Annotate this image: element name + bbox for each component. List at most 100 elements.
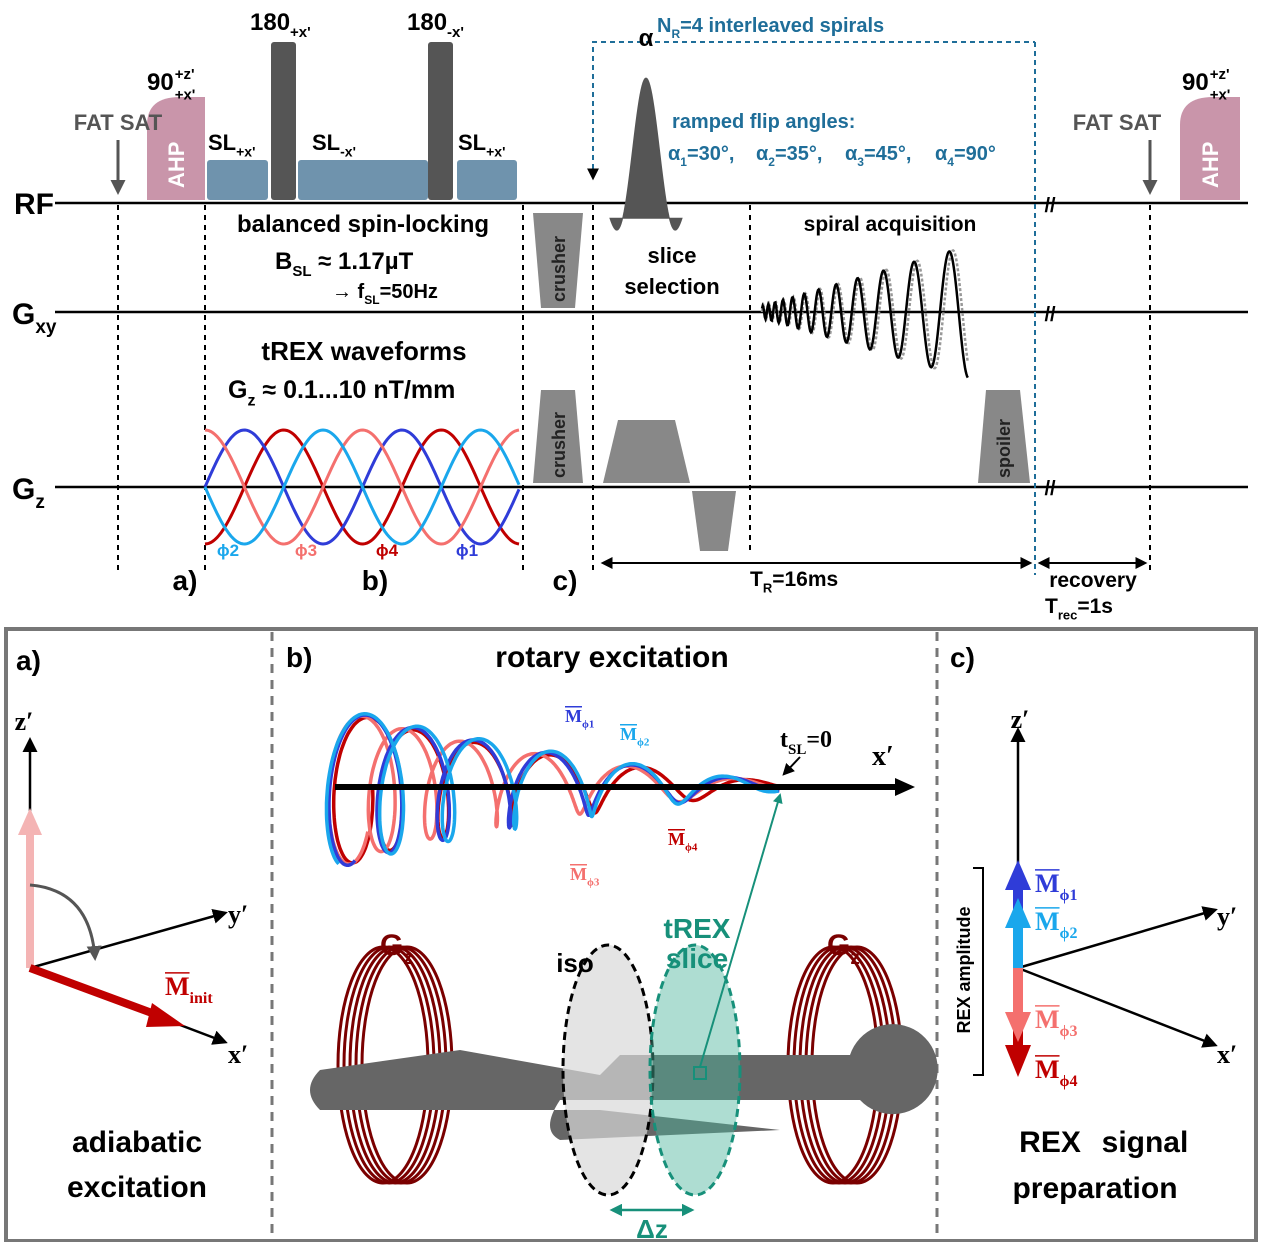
label: ϕ1	[456, 541, 478, 560]
label-part: +x'	[236, 144, 255, 160]
label-part: SL	[364, 293, 379, 307]
label: ϕ2	[217, 541, 239, 560]
label-part: T	[1045, 595, 1058, 618]
label-part: α	[845, 143, 858, 165]
label-part: 4	[947, 155, 954, 169]
label-part: B	[275, 248, 292, 275]
panel-frame	[4, 627, 1258, 1242]
trex-waveform	[204, 428, 520, 546]
label-part: M	[668, 829, 685, 849]
label-part: -x'	[340, 144, 356, 160]
label-part: =0	[806, 727, 832, 753]
label-part: +x'	[290, 24, 311, 41]
label-part: z	[850, 948, 860, 969]
label: balanced spin-locking	[237, 211, 489, 238]
label-part: ϕ4	[1060, 1073, 1078, 1090]
label-part: → f	[332, 281, 365, 303]
label: crusher	[549, 236, 569, 302]
label-part: 90	[1182, 69, 1209, 96]
refocus-pulse	[271, 42, 296, 200]
label: c)	[553, 565, 578, 596]
label: REX amplitude	[954, 906, 974, 1033]
label: tREX	[664, 913, 731, 944]
label: x′	[1217, 1040, 1237, 1069]
label-part: SL	[208, 130, 236, 155]
label: 90+z' +x'	[147, 66, 195, 103]
label: AHP	[1198, 142, 1223, 188]
label-part: =1s	[1077, 595, 1113, 618]
label: ramped flip angles:	[672, 111, 855, 133]
label: FAT SAT	[74, 110, 163, 135]
label: //	[1044, 478, 1056, 500]
label: //	[1044, 304, 1056, 326]
spin-lock-block	[457, 160, 517, 200]
crusher	[533, 390, 583, 483]
label: c)	[950, 642, 975, 673]
label: spiral acquisition	[804, 213, 977, 236]
magnetization-path	[324, 712, 779, 866]
label: a)	[16, 645, 41, 676]
trex-waveform	[204, 428, 520, 546]
label: selection	[624, 274, 719, 299]
label: Mϕ1	[565, 706, 594, 730]
panels-layout	[4, 627, 1258, 1242]
label-part: +x'	[486, 144, 505, 160]
label-part: 180	[407, 9, 447, 36]
label: ϕ3	[295, 541, 317, 560]
label-part: 3	[857, 155, 864, 169]
label-part: rec	[1058, 607, 1078, 622]
m1-arrowhead	[1005, 860, 1031, 890]
label: x′	[872, 741, 894, 772]
ahp-pulse	[1180, 97, 1240, 200]
label: Mϕ1	[1035, 869, 1078, 904]
label: z′	[1011, 705, 1030, 734]
crusher	[533, 213, 583, 308]
label-part: 180	[250, 9, 290, 36]
label-part: G	[228, 376, 247, 404]
label: Δz	[636, 1214, 668, 1242]
rotation-arrow	[29, 883, 102, 961]
label-part: T	[750, 568, 763, 591]
label: adiabatic	[72, 1126, 202, 1159]
sinc-pulse	[609, 77, 683, 231]
label: REX	[1019, 1126, 1081, 1159]
label-part: G	[380, 929, 403, 962]
label: Mϕ2	[1035, 907, 1078, 942]
m4-arrowhead	[1005, 1045, 1031, 1077]
label-part: =45°,	[864, 143, 911, 165]
label-part: xy	[35, 317, 57, 338]
label: z′	[15, 707, 34, 736]
label: recovery	[1049, 569, 1137, 592]
label: b)	[286, 642, 312, 673]
label-part: ϕ3	[587, 876, 600, 888]
m3-arrowhead	[1005, 1012, 1031, 1042]
label: excitation	[67, 1171, 207, 1204]
label: tREX waveforms	[261, 336, 466, 366]
label: 90+z' +x'	[1182, 66, 1230, 103]
voxel-pointer	[699, 793, 783, 1068]
label-part: ≈ 0.1...10 nT/mm	[255, 376, 455, 404]
label: slice	[648, 243, 697, 268]
slice-gradient	[603, 420, 690, 483]
axis	[1017, 966, 1218, 1048]
label: Mϕ4	[668, 829, 698, 853]
label-part: =16ms	[772, 568, 838, 591]
refocus-pulse	[428, 42, 453, 200]
label-part: init	[190, 990, 214, 1007]
m-init-arrowhead	[146, 1003, 185, 1027]
label: preparation	[1012, 1172, 1177, 1205]
label: Gz	[12, 473, 45, 513]
ahp-pulse	[147, 97, 205, 200]
label: iso	[556, 948, 594, 978]
label: Gz	[827, 929, 860, 969]
label-part: G	[12, 298, 35, 331]
label: Mϕ3	[570, 864, 600, 888]
label: Gz	[380, 929, 413, 969]
label-part: =90°	[954, 143, 996, 165]
label: y′	[1217, 902, 1237, 931]
label-part: =4 interleaved spirals	[680, 15, 884, 37]
label-part: G	[827, 929, 850, 962]
label: Mϕ4	[1035, 1055, 1078, 1090]
label: α	[639, 25, 654, 52]
label: rotary excitation	[495, 641, 728, 674]
